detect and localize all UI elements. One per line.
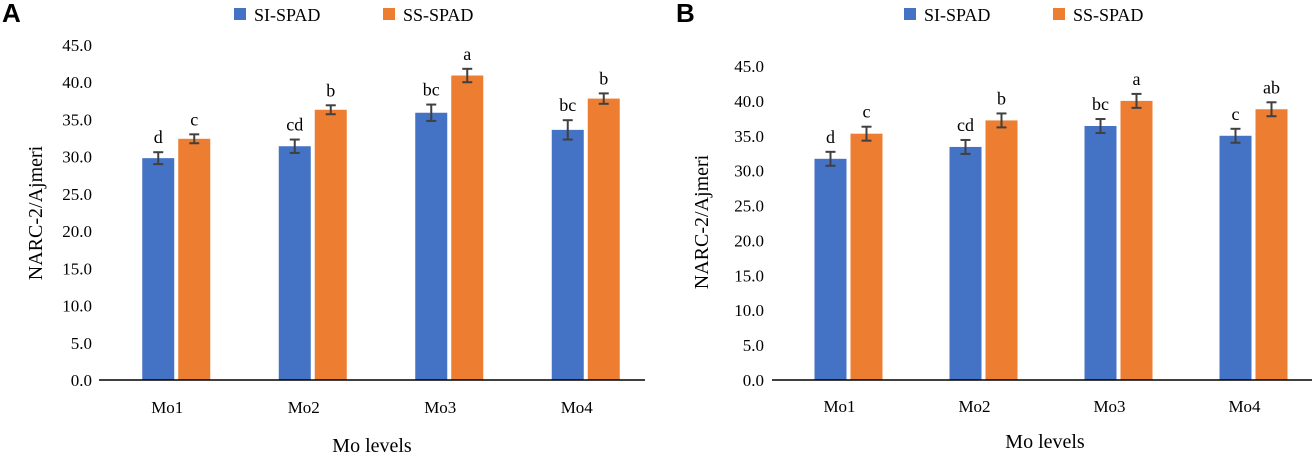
y-tick-label: 35.0 (734, 127, 764, 146)
y-tick-label: 15.0 (62, 259, 92, 278)
y-tick-label: 30.0 (62, 148, 92, 167)
bar-si-spad-mo3 (415, 112, 448, 380)
x-tick-label: Mo3 (424, 398, 456, 417)
bar-si-spad-mo1 (814, 158, 847, 380)
panel-label: B (676, 0, 695, 28)
panel-label: A (2, 0, 21, 28)
significance-letter: bc (559, 95, 576, 115)
bar-si-spad-mo2 (949, 146, 982, 380)
significance-letter: b (326, 80, 335, 100)
bar-si-spad-mo2 (278, 146, 311, 380)
y-tick-label: 25.0 (62, 185, 92, 204)
bar-ss-spad-mo2 (985, 120, 1018, 380)
y-tick-label: 0.0 (71, 371, 92, 390)
y-tick-label: 30.0 (734, 162, 764, 181)
y-tick-label: 45.0 (62, 36, 92, 55)
bar-si-spad-mo3 (1084, 126, 1117, 381)
bar-ss-spad-mo4 (1255, 109, 1288, 381)
legend-swatch-si-spad (904, 8, 916, 20)
significance-letter: c (190, 109, 198, 129)
legend-label: SS-SPAD (403, 5, 473, 25)
significance-letter: b (599, 68, 608, 88)
significance-letter: ab (1263, 77, 1280, 97)
y-tick-label: 5.0 (743, 336, 764, 355)
legend-label: SI-SPAD (254, 5, 320, 25)
y-tick-label: 0.0 (743, 371, 764, 390)
x-tick-label: Mo1 (151, 398, 183, 417)
significance-letter: bc (423, 80, 440, 100)
y-tick-label: 40.0 (62, 73, 92, 92)
legend-label: SI-SPAD (924, 5, 990, 25)
significance-letter: a (463, 44, 471, 64)
y-tick-label: 20.0 (734, 231, 764, 250)
significance-letter: bc (1092, 94, 1109, 114)
x-tick-label: Mo1 (823, 397, 855, 416)
y-tick-label: 35.0 (62, 110, 92, 129)
y-tick-label: 20.0 (62, 222, 92, 241)
significance-letter: cd (286, 115, 303, 135)
panel-b: B SI-SPAD SS-SPAD 0.0 5.0 10.0 15.0 20.0 25.0 30.… (676, 0, 1312, 453)
y-tick-label: 40.0 (734, 92, 764, 111)
bar-ss-spad-mo1 (178, 138, 211, 380)
legend-swatch-ss-spad (383, 8, 395, 20)
x-tick-label: Mo3 (1093, 397, 1125, 416)
bar-ss-spad-mo4 (587, 98, 620, 380)
y-axis-title: NARC-2/Ajmeri (25, 145, 47, 280)
x-tick-label: Mo2 (958, 397, 990, 416)
significance-letter: a (1133, 69, 1141, 89)
bar-ss-spad-mo3 (1120, 100, 1153, 380)
x-tick-label: Mo2 (288, 398, 320, 417)
bar-si-spad-mo4 (551, 129, 584, 380)
significance-letter: d (826, 127, 835, 147)
x-axis-title: Mo levels (332, 435, 412, 457)
y-tick-label: 5.0 (71, 334, 92, 353)
y-tick-label: 15.0 (734, 266, 764, 285)
legend-swatch-ss-spad (1053, 8, 1065, 20)
bar-ss-spad-mo2 (314, 109, 347, 381)
legend-label: SS-SPAD (1073, 5, 1143, 25)
bar-si-spad-mo1 (142, 158, 175, 380)
y-tick-label: 10.0 (734, 301, 764, 320)
bar-ss-spad-mo3 (451, 75, 484, 381)
significance-letter: cd (957, 115, 974, 135)
significance-letter: d (154, 127, 163, 147)
x-axis-title: Mo levels (1005, 431, 1085, 453)
panel-a: A SI-SPAD SS-SPAD 0.0 5.0 10.0 15.0 20.0 25.0 30.… (2, 0, 645, 457)
y-tick-label: 10.0 (62, 297, 92, 316)
bar-ss-spad-mo1 (850, 133, 883, 380)
y-tick-label: 45.0 (734, 57, 764, 76)
significance-letter: c (1232, 104, 1240, 124)
y-axis-title: NARC-2/Ajmeri (691, 154, 713, 289)
significance-letter: b (997, 88, 1006, 108)
bar-si-spad-mo4 (1219, 135, 1252, 380)
significance-letter: c (863, 102, 871, 122)
x-tick-label: Mo4 (1228, 397, 1261, 416)
legend-swatch-si-spad (234, 8, 246, 20)
x-tick-label: Mo4 (561, 398, 594, 417)
y-tick-label: 25.0 (734, 197, 764, 216)
